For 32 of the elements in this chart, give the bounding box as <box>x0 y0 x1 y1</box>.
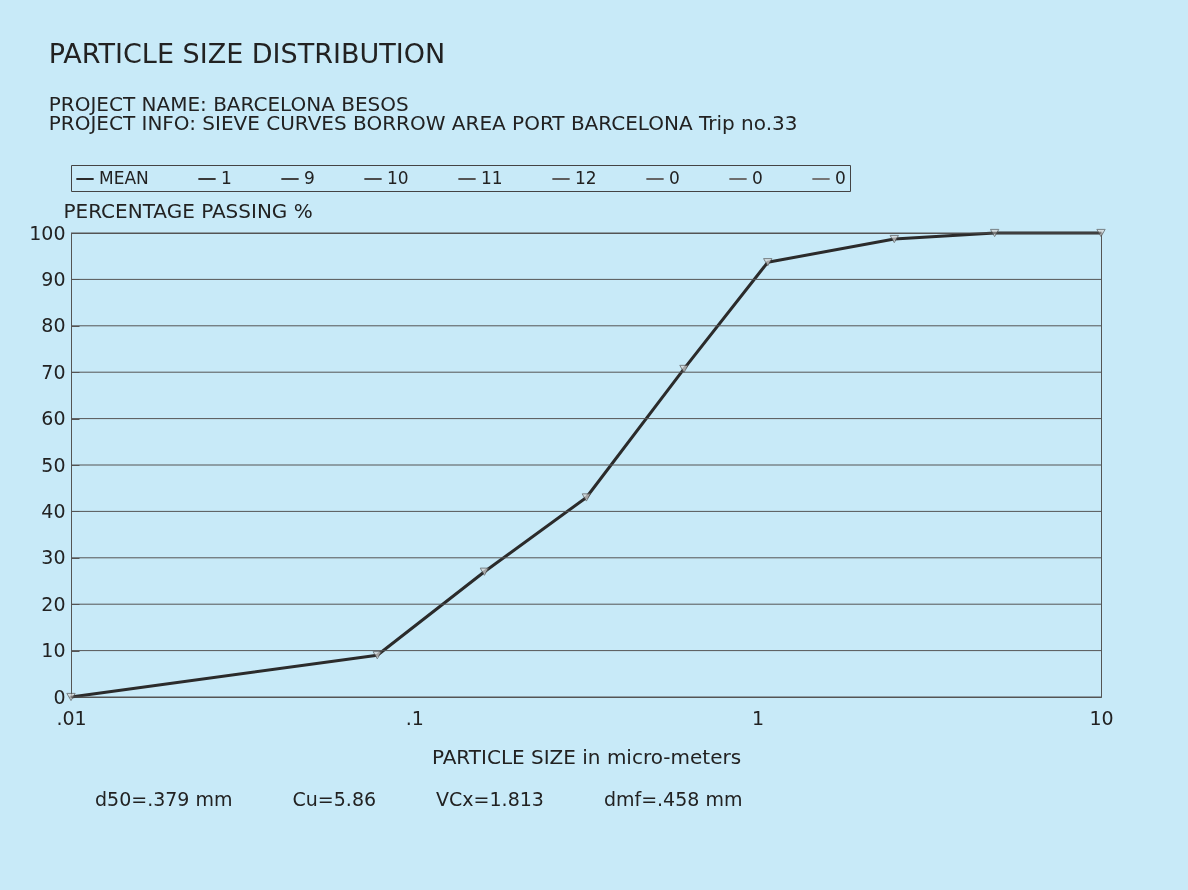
legend-label: 0 <box>752 168 763 188</box>
y-axis-title: PERCENTAGE PASSING % <box>63 198 313 223</box>
y-tick-label: 30 <box>41 546 66 569</box>
y-tick-label: 40 <box>41 499 66 522</box>
x-tick-label: 1 <box>752 706 765 729</box>
legend-label: 11 <box>481 168 503 188</box>
text: VCx=1.813 <box>436 788 544 810</box>
legend-label: 1 <box>221 168 232 188</box>
legend-label: MEAN <box>99 168 149 188</box>
legend-label: 0 <box>669 168 680 188</box>
text: dmf=.458 mm <box>603 788 743 810</box>
y-tick-label: 10 <box>41 639 66 662</box>
y-tick-label: 50 <box>41 453 66 476</box>
x-tick-label: .01 <box>56 706 87 729</box>
y-tick-label: 80 <box>41 314 66 337</box>
y-tick-label: 0 <box>53 685 66 708</box>
y-tick-label: 70 <box>41 360 66 383</box>
text: Cu=5.86 <box>292 788 377 810</box>
text: d50=.379 mm <box>95 788 233 810</box>
y-tick-label: 60 <box>41 407 66 430</box>
x-tick-label: .1 <box>405 706 424 729</box>
chart-title: PARTICLE SIZE DISTRIBUTION <box>48 37 446 69</box>
y-tick-label: 100 <box>29 221 66 244</box>
legend-label: 12 <box>575 168 597 188</box>
x-tick-label: 10 <box>1089 706 1114 729</box>
y-tick-label: 90 <box>41 267 66 290</box>
legend-label: 10 <box>387 168 409 188</box>
legend-label: 0 <box>835 168 846 188</box>
x-axis-title: PARTICLE SIZE in micro-meters <box>431 744 742 769</box>
y-tick-label: 20 <box>41 592 66 615</box>
legend-label: 9 <box>304 168 315 188</box>
chart-subtitle: PROJECT NAME: BARCELONA BESOS PROJECT INFO: SIEVE CURVES BORROW AREA PORT BARCELONA Trip no.33 <box>48 91 798 135</box>
